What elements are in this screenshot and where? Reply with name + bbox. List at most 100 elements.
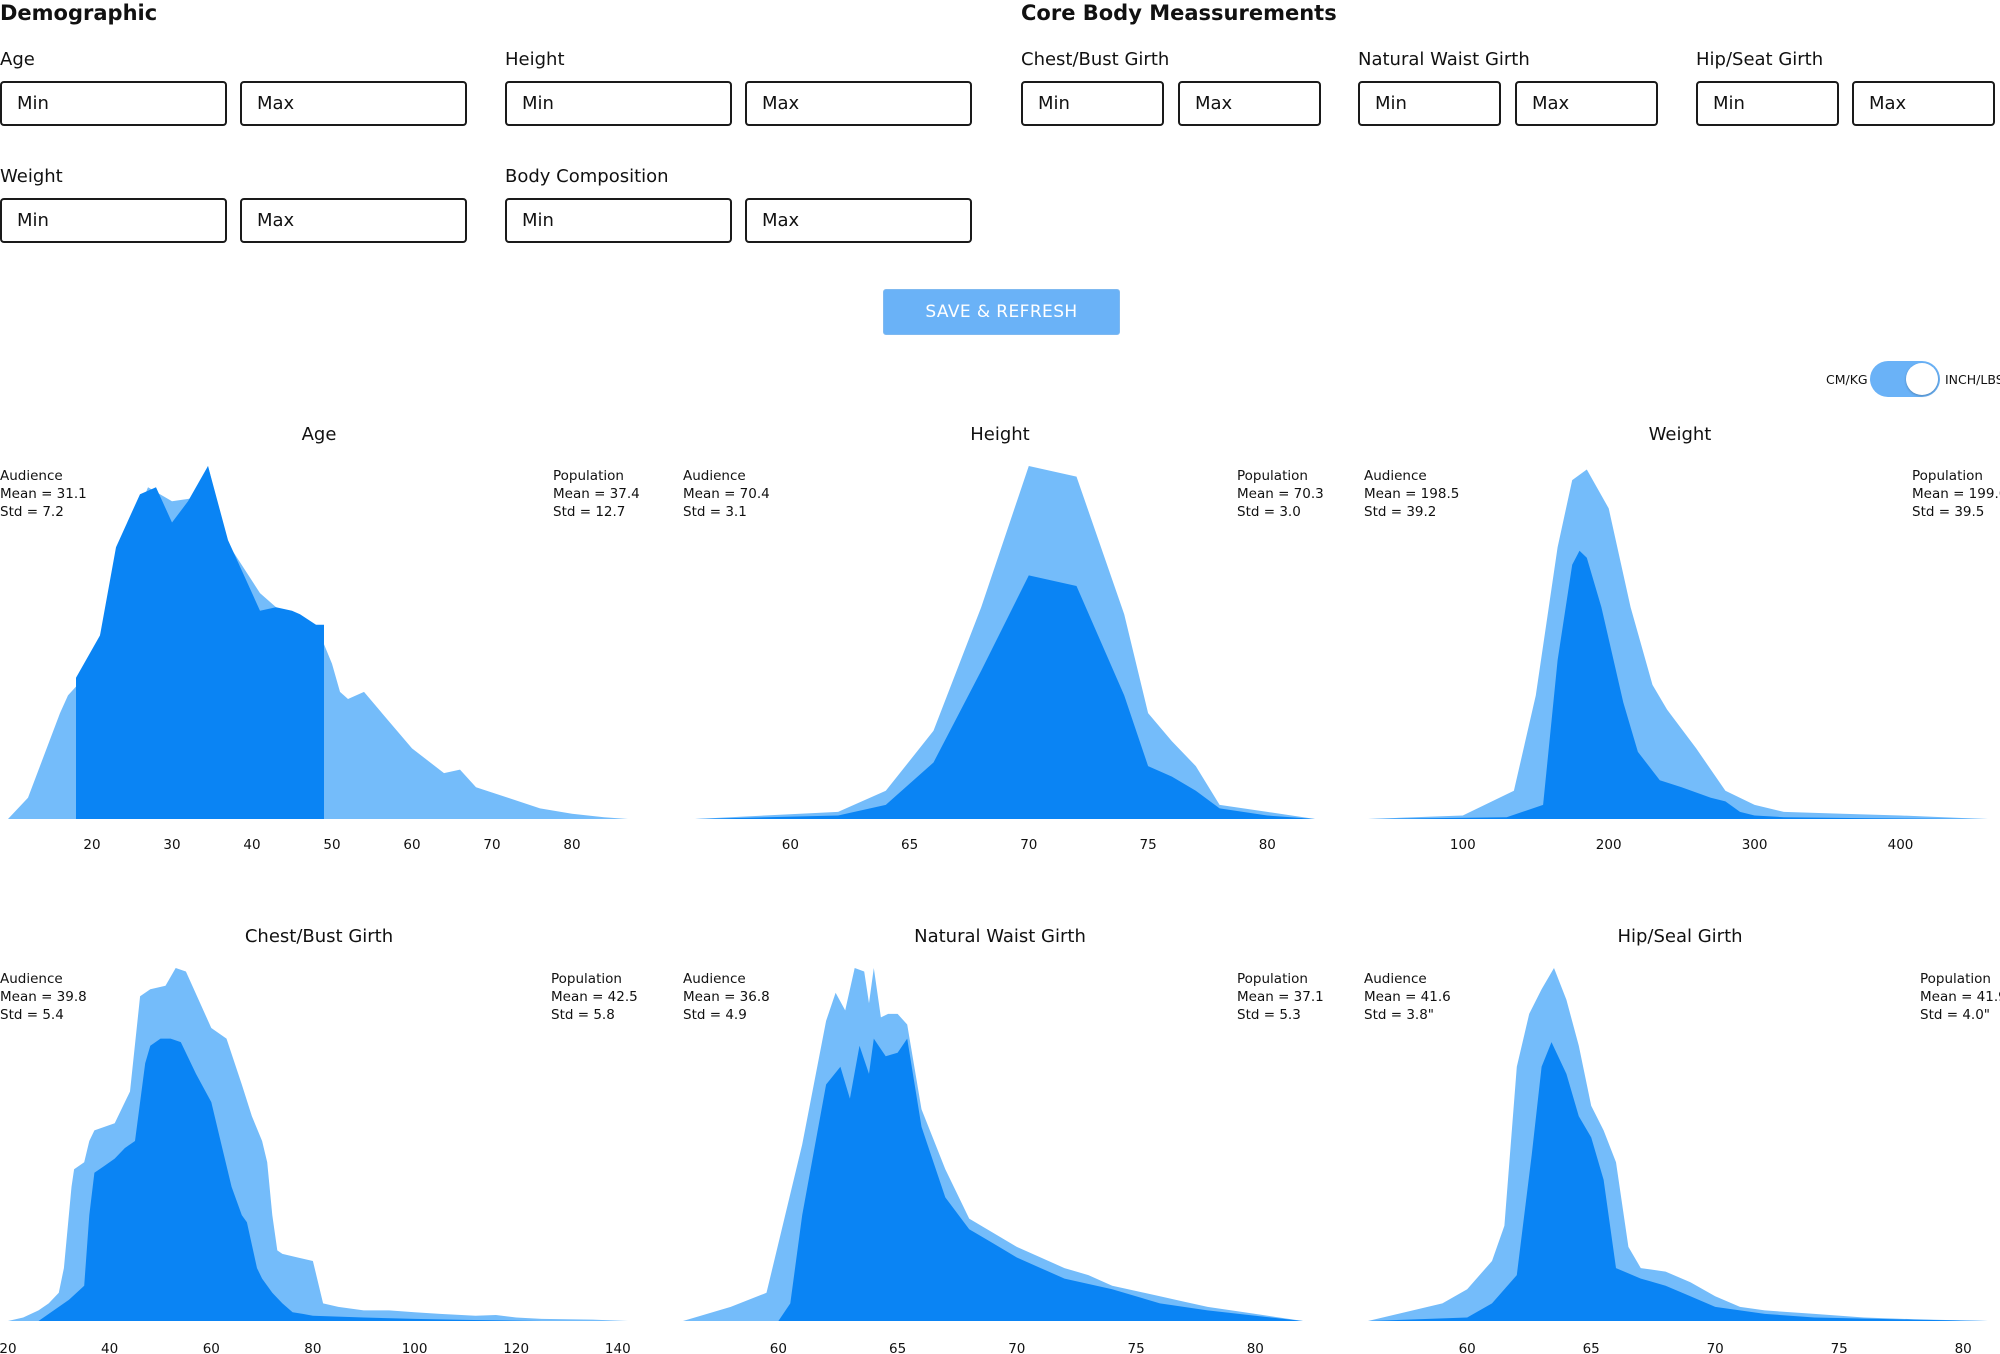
chart-title: Hip/Seal Girth xyxy=(1617,926,1743,947)
x-tick-label: 30 xyxy=(163,837,180,853)
x-tick-label: 100 xyxy=(402,1341,428,1354)
x-tick-label: 40 xyxy=(101,1341,118,1354)
audience-area-chest-bust-girth xyxy=(8,1038,542,1321)
chart-title: Height xyxy=(970,424,1030,445)
waist-girth-max-input[interactable] xyxy=(1515,81,1658,126)
x-tick-label: 20 xyxy=(83,837,100,853)
population-mean: Mean = 199.6 xyxy=(1912,486,2000,502)
x-tick-label: 65 xyxy=(889,1341,906,1354)
audience-area-natural-waist-girth xyxy=(683,1038,1303,1321)
population-stats: Population Mean = 70.3 Std = 3.0 xyxy=(1237,467,1324,521)
height-max-input[interactable] xyxy=(745,81,972,126)
x-tick-label: 200 xyxy=(1596,837,1622,853)
core-body-measurements-title: Core Body Meassurements xyxy=(1021,1,1337,25)
chart-title: Chest/Bust Girth xyxy=(244,926,394,947)
body-composition-min-input[interactable] xyxy=(505,198,732,243)
population-std: Std = 5.3 xyxy=(1237,1007,1301,1023)
x-tick-label: 60 xyxy=(770,1341,787,1354)
weight-min-input[interactable] xyxy=(0,198,227,243)
age-min-input[interactable] xyxy=(0,81,227,126)
x-tick-label: 65 xyxy=(901,837,918,853)
audience-area-age xyxy=(76,466,324,819)
audience-label: Audience xyxy=(0,971,63,987)
audience-std: Std = 5.4 xyxy=(0,1007,64,1023)
chest-girth-max-input[interactable] xyxy=(1178,81,1321,126)
population-stats: Population Mean = 199.6 Std = 39.5 xyxy=(1912,467,2000,521)
units-toggle-switch[interactable] xyxy=(1870,361,1940,397)
x-tick-label: 400 xyxy=(1888,837,1914,853)
hip-girth-distribution-chart: 60 65 70 75 80 xyxy=(1368,968,1988,1354)
population-label: Population xyxy=(551,971,622,987)
height-label: Height xyxy=(505,49,565,70)
audience-stats: Audience Mean = 36.8 Std = 4.9 xyxy=(683,970,770,1024)
chart-title: Age xyxy=(301,424,337,445)
x-tick-label: 60 xyxy=(1459,1341,1476,1354)
x-tick-label: 80 xyxy=(1259,837,1276,853)
x-tick-label: 80 xyxy=(1247,1341,1264,1354)
audience-stats: Audience Mean = 39.8 Std = 5.4 xyxy=(0,970,87,1024)
audience-stats: Audience Mean = 198.5 Std = 39.2 xyxy=(1364,467,1459,521)
x-tick-label: 75 xyxy=(1128,1341,1145,1354)
age-max-input[interactable] xyxy=(240,81,467,126)
population-area-weight xyxy=(1368,469,1988,819)
audience-area-height xyxy=(695,575,1315,819)
population-std: Std = 5.8 xyxy=(551,1007,615,1023)
audience-mean: Mean = 198.5 xyxy=(1364,486,1460,502)
audience-std: Std = 3.8" xyxy=(1364,1007,1435,1023)
waist-girth-min-input[interactable] xyxy=(1358,81,1501,126)
population-label: Population xyxy=(1920,971,1991,987)
x-tick-label: 100 xyxy=(1450,837,1476,853)
population-std: Std = 39.5 xyxy=(1912,504,1985,520)
x-tick-label: 60 xyxy=(403,837,420,853)
population-mean: Mean = 37.4 xyxy=(553,486,640,502)
x-tick-label: 70 xyxy=(1008,1341,1025,1354)
population-label: Population xyxy=(1237,468,1308,484)
x-tick-label: 70 xyxy=(483,837,500,853)
audience-mean: Mean = 31.1 xyxy=(0,486,87,502)
population-std: Std = 4.0" xyxy=(1920,1007,1991,1023)
save-refresh-button[interactable]: SAVE & REFRESH xyxy=(883,289,1120,335)
x-tick-label: 40 xyxy=(243,837,260,853)
x-tick-label: 65 xyxy=(1583,1341,1600,1354)
waist-girth-distribution-chart: 60 65 70 75 80 xyxy=(683,968,1303,1354)
waist-girth-label: Natural Waist Girth xyxy=(1358,49,1530,70)
chart-title: Natural Waist Girth xyxy=(914,926,1086,947)
audience-mean: Mean = 41.6 xyxy=(1364,989,1451,1005)
unit-label-inch-lbs: INCH/LBS xyxy=(1945,372,2000,387)
chest-girth-distribution-chart: 20 40 60 80 100 120 140 xyxy=(0,968,631,1354)
audience-area-hip-seal-girth xyxy=(1368,1042,1988,1321)
population-stats: Population Mean = 37.1 Std = 5.3 xyxy=(1237,970,1324,1024)
chest-girth-label: Chest/Bust Girth xyxy=(1021,49,1170,70)
body-composition-max-input[interactable] xyxy=(745,198,972,243)
height-min-input[interactable] xyxy=(505,81,732,126)
age-label: Age xyxy=(0,49,35,70)
x-tick-label: 70 xyxy=(1020,837,1037,853)
audience-std: Std = 4.9 xyxy=(683,1007,747,1023)
x-tick-label: 80 xyxy=(563,837,580,853)
weight-max-input[interactable] xyxy=(240,198,467,243)
x-tick-label: 50 xyxy=(323,837,340,853)
hip-girth-min-input[interactable] xyxy=(1696,81,1839,126)
x-tick-label: 80 xyxy=(1955,1341,1972,1354)
population-mean: Mean = 41.9 xyxy=(1920,989,2000,1005)
audience-stats: Audience Mean = 31.1 Std = 7.2 xyxy=(0,467,87,521)
audience-std: Std = 3.1 xyxy=(683,504,747,520)
weight-label: Weight xyxy=(0,166,63,187)
population-area-hip-seal-girth xyxy=(1368,968,1988,1321)
x-tick-label: 60 xyxy=(782,837,799,853)
x-tick-label: 80 xyxy=(304,1341,321,1354)
population-mean: Mean = 42.5 xyxy=(551,989,638,1005)
chest-girth-min-input[interactable] xyxy=(1021,81,1164,126)
unit-label-cm-kg: CM/KG xyxy=(1826,372,1868,387)
population-stats: Population Mean = 37.4 Std = 12.7 xyxy=(553,467,640,521)
audience-mean: Mean = 39.8 xyxy=(0,989,87,1005)
audience-label: Audience xyxy=(683,971,746,987)
population-stats: Population Mean = 42.5 Std = 5.8 xyxy=(551,970,638,1024)
hip-girth-label: Hip/Seat Girth xyxy=(1696,49,1824,70)
audience-stats: Audience Mean = 70.4 Std = 3.1 xyxy=(683,467,770,521)
population-label: Population xyxy=(1237,971,1308,987)
hip-girth-max-input[interactable] xyxy=(1852,81,1995,126)
x-tick-label: 20 xyxy=(0,1341,17,1354)
height-distribution-chart: 60 65 70 75 80 xyxy=(695,466,1315,853)
age-distribution-chart: 20 30 40 50 60 70 80 xyxy=(8,466,628,853)
